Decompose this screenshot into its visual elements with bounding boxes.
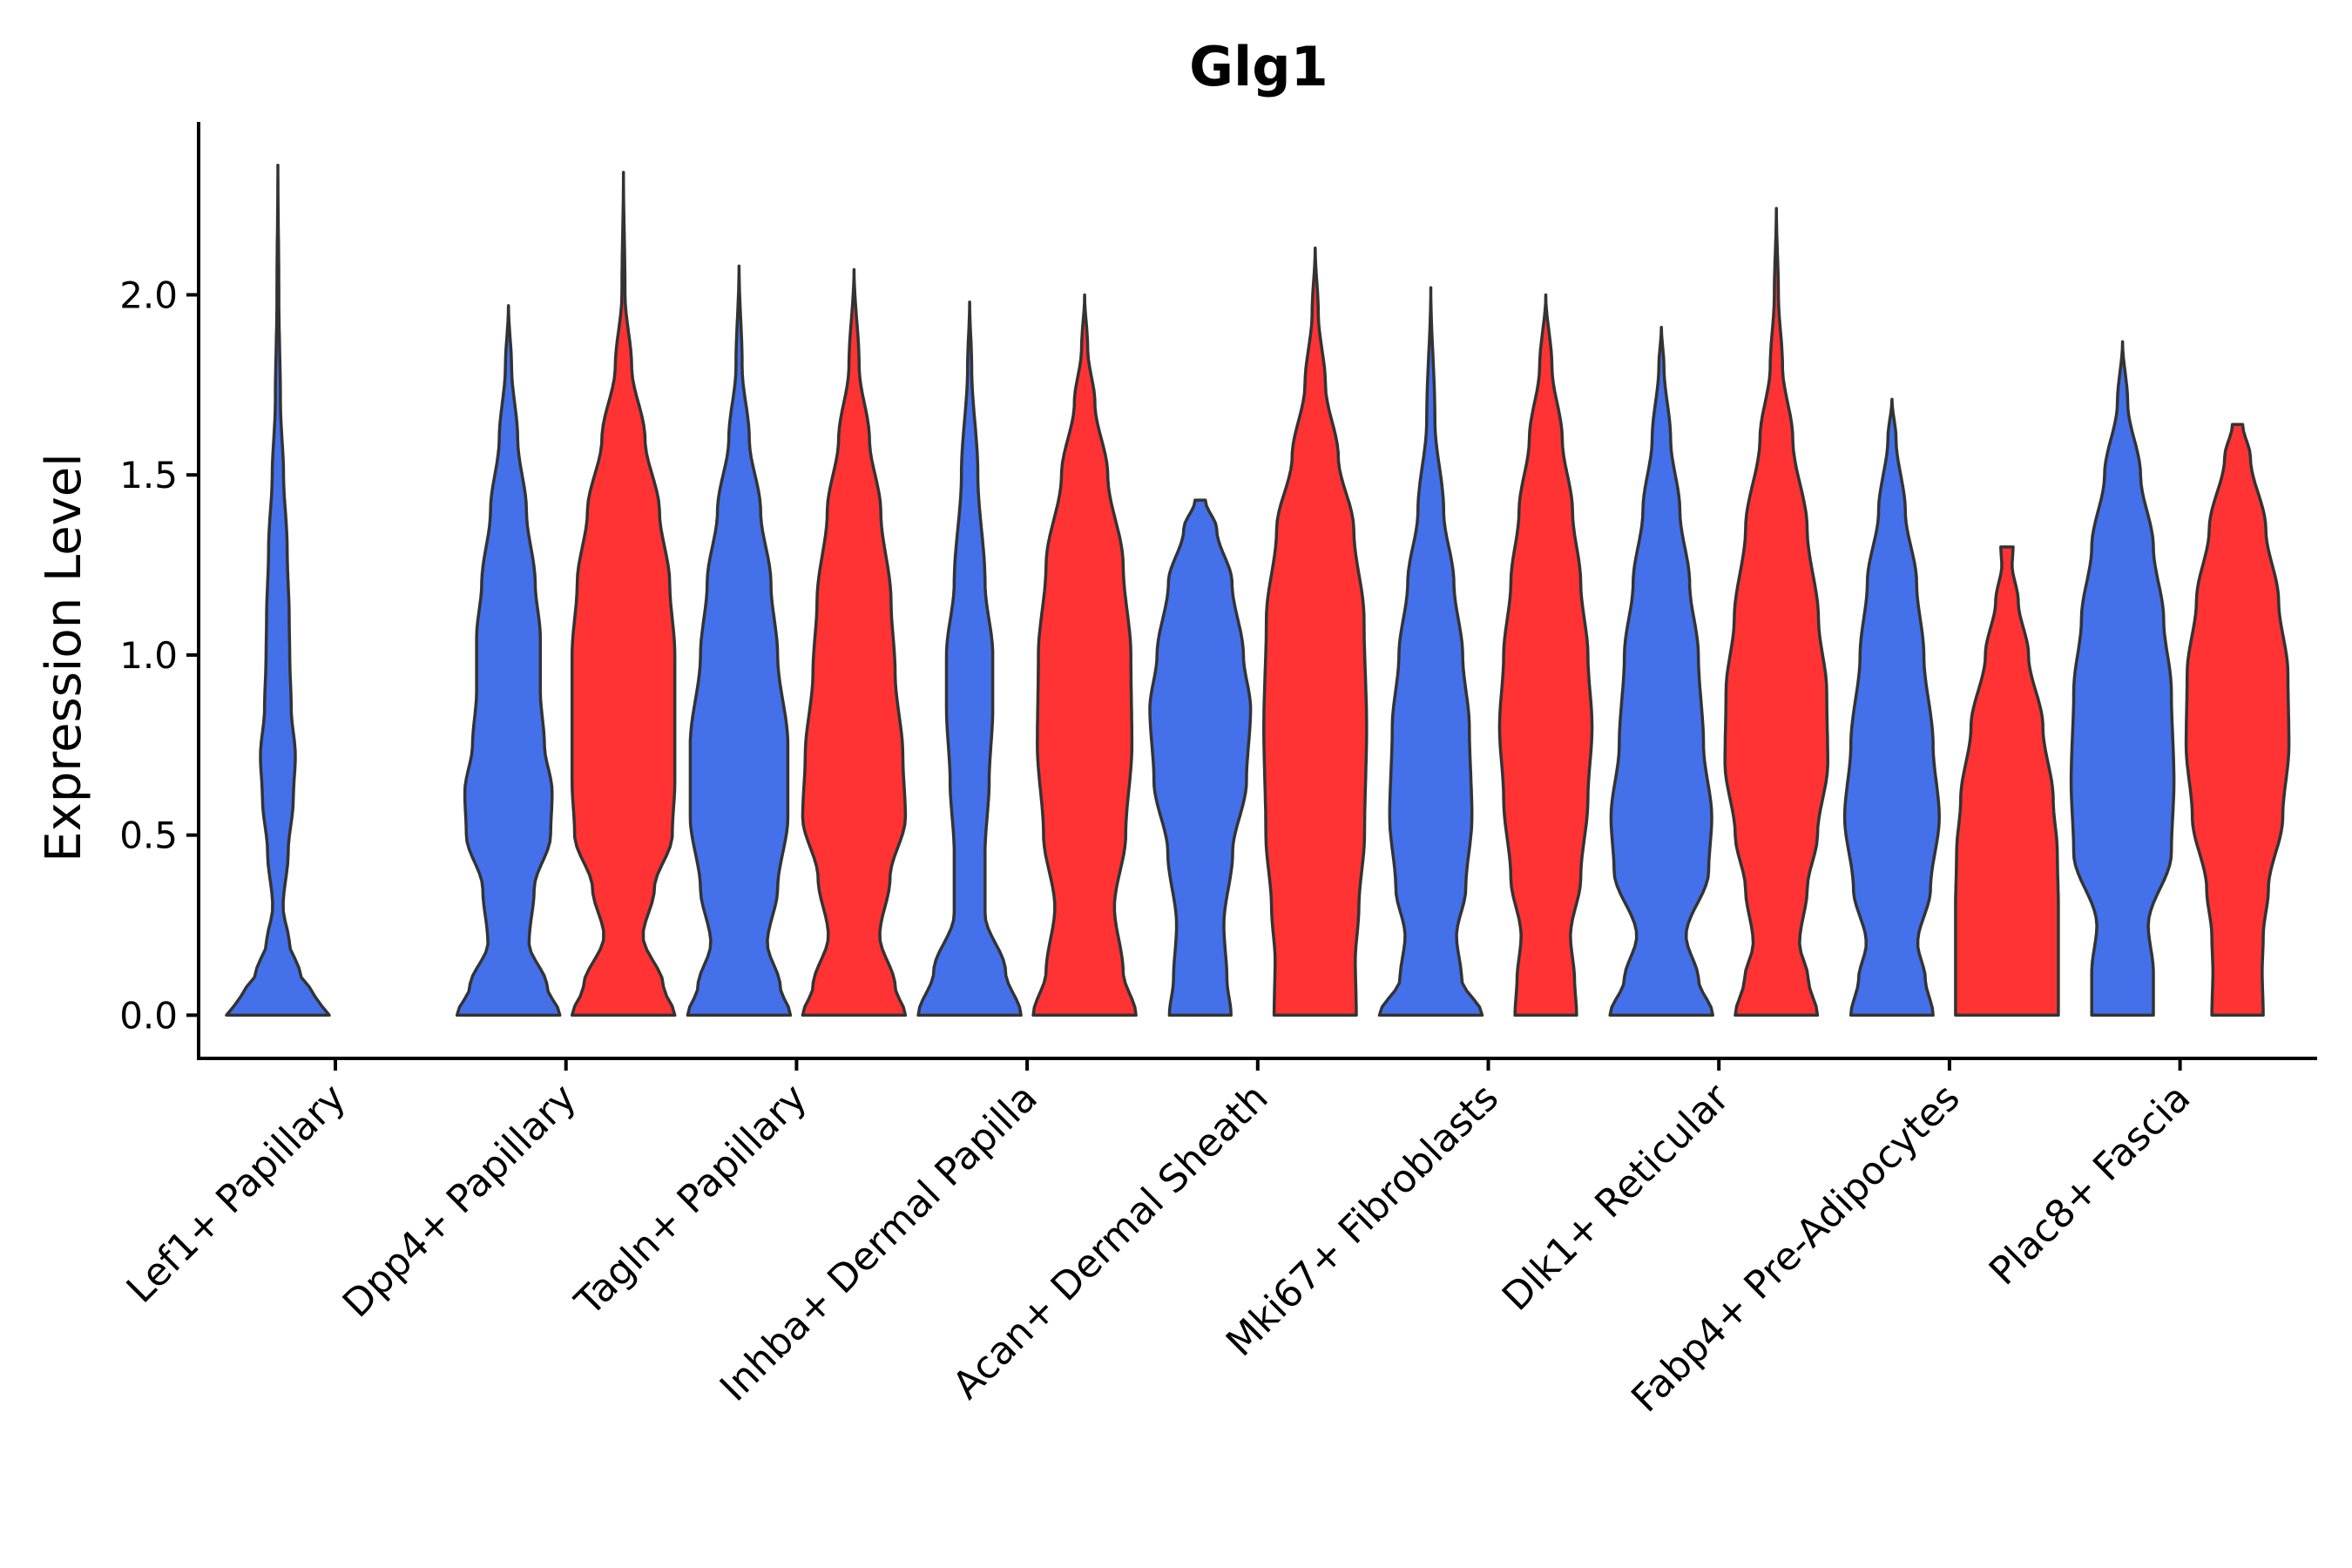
violin-4 bbox=[801, 267, 908, 1017]
violin-10 bbox=[1497, 293, 1594, 1017]
y-tick-label: 0.5 bbox=[119, 814, 178, 857]
y-tick-label: 1.5 bbox=[119, 454, 178, 497]
chart-title: Glg1 bbox=[1189, 35, 1328, 98]
violin-16 bbox=[2184, 422, 2291, 1017]
violin-2 bbox=[570, 171, 677, 1017]
violin-13 bbox=[1842, 397, 1941, 1017]
violin-14 bbox=[1954, 545, 2060, 1017]
violin-6 bbox=[1031, 293, 1138, 1017]
violin-0 bbox=[225, 163, 331, 1017]
violin-15 bbox=[2069, 340, 2176, 1017]
y-tick-label: 2.0 bbox=[119, 274, 178, 316]
violin-7 bbox=[1148, 498, 1253, 1017]
violin-9 bbox=[1377, 286, 1484, 1017]
violin-11 bbox=[1608, 325, 1714, 1017]
y-tick-label: 1.0 bbox=[119, 634, 178, 677]
violin-8 bbox=[1262, 246, 1369, 1017]
violin-12 bbox=[1723, 206, 1829, 1017]
y-axis-label: Expression Level bbox=[36, 453, 92, 862]
violin-3 bbox=[686, 264, 793, 1017]
violin-5 bbox=[916, 300, 1023, 1017]
y-tick-label: 0.0 bbox=[119, 994, 178, 1037]
violin-layer bbox=[225, 163, 2291, 1017]
violin-1 bbox=[455, 304, 562, 1017]
